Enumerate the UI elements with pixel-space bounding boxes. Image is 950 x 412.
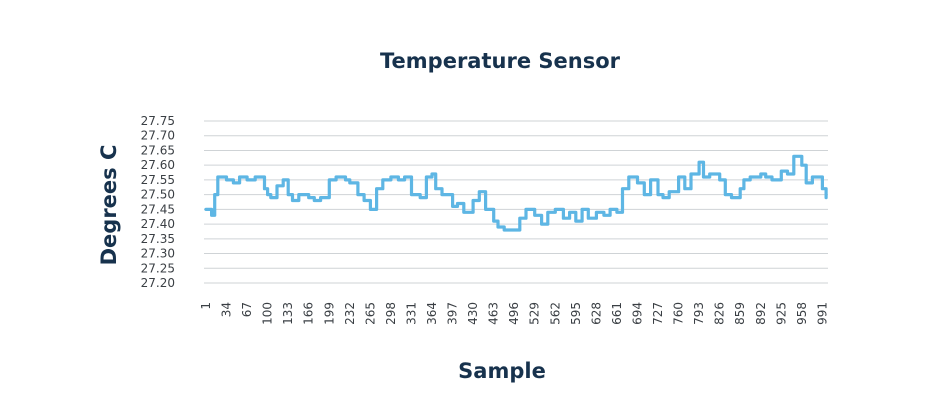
x-tick-label: 232 <box>343 302 357 325</box>
y-tick-label: 27.35 <box>141 232 175 246</box>
x-tick-label: 595 <box>569 302 583 325</box>
y-tick-label: 27.40 <box>141 217 175 231</box>
x-tick-label: 793 <box>692 302 706 325</box>
y-tick-label: 27.20 <box>141 276 175 290</box>
x-tick-label: 430 <box>466 302 480 325</box>
x-axis-title: Sample <box>458 359 546 383</box>
x-tick-label: 826 <box>713 302 727 325</box>
x-tick-label: 496 <box>507 302 521 325</box>
x-tick-label: 133 <box>281 302 295 325</box>
chart-title: Temperature Sensor <box>380 49 621 73</box>
x-tick-label: 991 <box>815 302 829 325</box>
x-tick-label: 958 <box>795 302 809 325</box>
x-tick-label: 859 <box>733 302 747 325</box>
x-tick-label: 199 <box>322 302 336 325</box>
x-tick-label: 166 <box>302 302 316 325</box>
y-axis-title: Degrees C <box>97 145 121 266</box>
x-tick-label: 562 <box>548 302 562 325</box>
x-tick-label: 694 <box>630 302 644 325</box>
y-tick-label: 27.45 <box>141 202 175 216</box>
y-tick-label: 27.70 <box>141 129 175 143</box>
x-axis-ticks: 1 34 67 100 133 166 199 232 265 298 331 364 397 430 46… <box>199 302 829 325</box>
x-tick-label: 67 <box>240 302 254 317</box>
x-tick-label: 892 <box>754 302 768 325</box>
x-tick-label: 463 <box>487 302 501 325</box>
x-tick-label: 529 <box>528 302 542 325</box>
x-tick-label: 265 <box>363 302 377 325</box>
y-tick-label: 27.25 <box>141 261 175 275</box>
y-axis-ticks: 27.7527.7027.6527.6027.5527.5027.4527.40… <box>141 114 175 290</box>
x-tick-label: 925 <box>774 302 788 325</box>
y-tick-label: 27.55 <box>141 173 175 187</box>
x-tick-label: 100 <box>261 302 275 325</box>
x-tick-label: 298 <box>384 302 398 325</box>
x-tick-label: 628 <box>589 302 603 325</box>
x-tick-label: 331 <box>404 302 418 325</box>
x-tick-label: 727 <box>651 302 665 325</box>
x-tick-label: 1 <box>199 302 213 310</box>
y-tick-label: 27.60 <box>141 158 175 172</box>
y-tick-label: 27.75 <box>141 114 175 128</box>
x-tick-label: 760 <box>672 302 686 325</box>
y-tick-label: 27.30 <box>141 247 175 261</box>
x-tick-label: 397 <box>446 302 460 325</box>
x-tick-label: 661 <box>610 302 624 325</box>
y-tick-label: 27.65 <box>141 143 175 157</box>
x-tick-label: 34 <box>220 302 234 317</box>
series-line-temperature <box>204 154 828 232</box>
x-tick-label: 364 <box>425 302 439 325</box>
y-tick-label: 27.50 <box>141 188 175 202</box>
